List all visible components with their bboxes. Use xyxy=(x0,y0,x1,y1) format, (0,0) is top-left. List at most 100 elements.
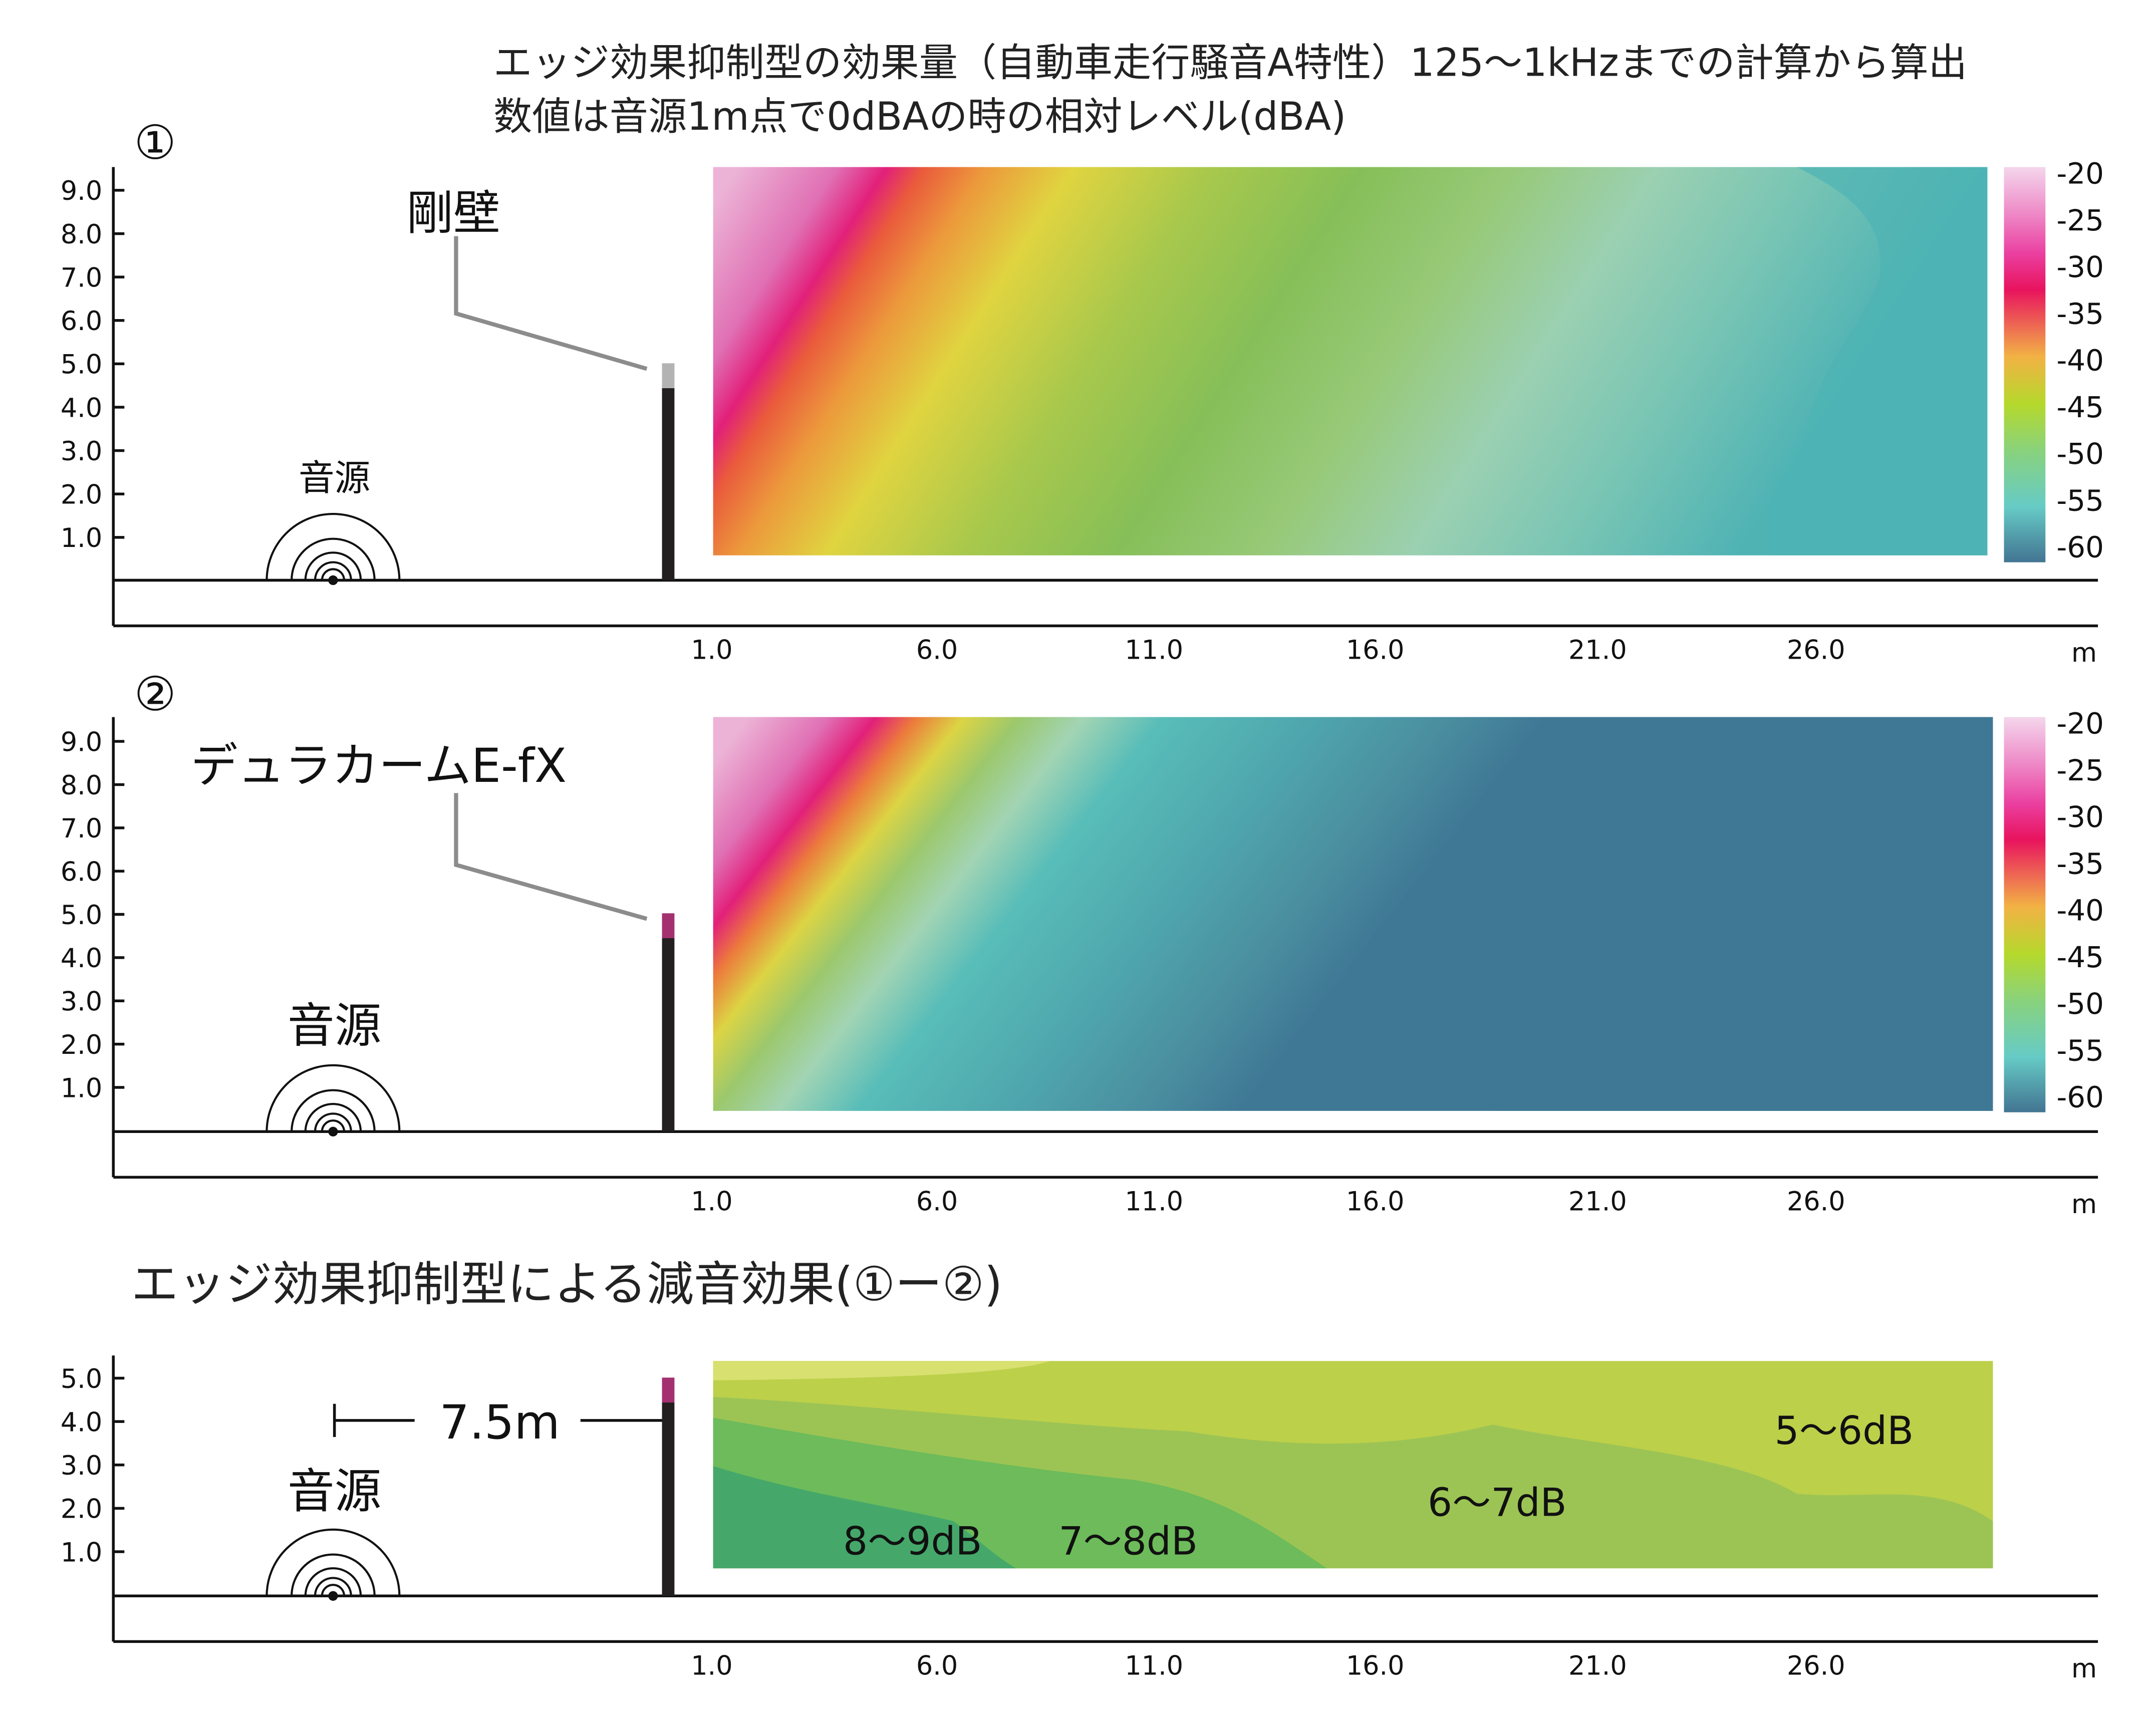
x-tick-label: 16.0 xyxy=(1346,1651,1405,1681)
y-tick-label: 6.0 xyxy=(61,857,102,888)
y-tick-label: 2.0 xyxy=(61,480,102,510)
y-tick-label: 3.0 xyxy=(61,1451,102,1481)
x-tick-label: 21.0 xyxy=(1568,635,1627,666)
y-tick-label: 9.0 xyxy=(61,727,102,757)
sound-source-wave-icon xyxy=(321,1584,346,1596)
y-tick-label: 7.0 xyxy=(61,813,102,844)
y-tick-label: 6.0 xyxy=(61,306,102,337)
sound-source-label: 音源 xyxy=(299,457,370,499)
y-tick-label: 1.0 xyxy=(61,523,102,553)
panel-marker: ② xyxy=(134,667,176,722)
sound-source-wave-icon xyxy=(314,561,352,581)
y-tick-label: 8.0 xyxy=(61,770,102,801)
region-top xyxy=(713,1361,1050,1380)
colorbar-tick-label: -25 xyxy=(2056,203,2104,237)
y-tick-label: 1.0 xyxy=(61,1537,102,1568)
colorbar-tick-label: -55 xyxy=(2056,1033,2104,1067)
y-tick-label: 4.0 xyxy=(61,1407,102,1438)
sound-source-icon xyxy=(328,575,338,586)
panel-marker: ① xyxy=(134,116,176,170)
sound-source-wave-icon xyxy=(321,1119,346,1132)
x-tick-label: 21.0 xyxy=(1568,1187,1627,1217)
colorbar-tick-label: -50 xyxy=(2056,987,2104,1021)
sound-source-wave-icon xyxy=(265,512,401,581)
y-tick-label: 2.0 xyxy=(61,1030,102,1060)
y-tick-label: 3.0 xyxy=(61,436,102,467)
leader-line xyxy=(454,236,648,371)
panel-2: ② デュラカームE-fX xyxy=(134,667,2046,1112)
x-tick-label: 26.0 xyxy=(1787,635,1845,666)
region-label: 8～9dB xyxy=(843,1519,982,1564)
panel-1: ① 剛壁 xyxy=(134,116,2046,562)
sound-source-wave-icon xyxy=(304,1567,362,1596)
x-tick-label: 1.0 xyxy=(691,1651,732,1681)
sound-source-wave-icon xyxy=(291,1553,376,1596)
x-tick-label: 21.0 xyxy=(1568,1651,1627,1681)
colorbar-tick-label: -35 xyxy=(2056,297,2104,331)
contour-region xyxy=(1766,167,1988,555)
colorbar-tick-label: -30 xyxy=(2056,800,2104,834)
x-tick-label: 11.0 xyxy=(1125,1187,1183,1217)
leader-line xyxy=(454,793,648,921)
colorbar-tick-label: -20 xyxy=(2056,157,2104,191)
wall-label: 剛壁 xyxy=(406,186,500,241)
colorbar-tick-label: -45 xyxy=(2056,940,2104,974)
y-tick-label: 5.0 xyxy=(61,900,102,931)
x-axis-unit: m xyxy=(2071,638,2097,668)
x-tick-label: 16.0 xyxy=(1346,635,1405,666)
x-tick-label: 6.0 xyxy=(916,1651,958,1681)
barrier-cap xyxy=(662,363,675,388)
x-axis-unit: m xyxy=(2071,1653,2097,1684)
colorbar-1 xyxy=(2004,167,2046,562)
title-line-1: エッジ効果抑制型の効果量（自動車走行騒音A特性）125～1kHzまでの計算から算… xyxy=(493,40,1967,85)
x-tick-label: 11.0 xyxy=(1125,635,1183,666)
x-tick-label: 16.0 xyxy=(1346,1187,1405,1217)
sound-source-wave-icon xyxy=(291,1089,376,1132)
y-tick-label: 7.0 xyxy=(61,262,102,293)
colorbar-tick-label: -25 xyxy=(2056,753,2104,787)
sound-source-wave-icon xyxy=(304,1103,362,1132)
x-tick-label: 26.0 xyxy=(1787,1651,1845,1681)
distance-label: 7.5m xyxy=(439,1395,560,1450)
x-tick-label: 11.0 xyxy=(1125,1651,1183,1681)
sound-source-wave-icon xyxy=(314,1112,352,1132)
colorbar-tick-label: -60 xyxy=(2056,530,2104,564)
x-tick-label: 6.0 xyxy=(916,1187,958,1217)
sound-source-label: 音源 xyxy=(288,1465,382,1519)
colorbar-tick-label: -50 xyxy=(2056,437,2104,471)
sound-source-wave-icon xyxy=(314,1577,352,1596)
title-line-2: 数値は音源1m点で0dBAの時の相対レベル(dBA) xyxy=(493,94,1346,139)
sound-source-wave-icon xyxy=(265,1064,401,1132)
region-label: 5～6dB xyxy=(1775,1408,1914,1454)
colorbar-tick-label: -55 xyxy=(2056,483,2104,517)
barrier-cap xyxy=(662,913,675,939)
wall-label: デュラカームE-fX xyxy=(191,739,567,793)
sound-source-wave-icon xyxy=(291,537,376,581)
barrier-wall xyxy=(662,388,675,581)
sound-source-wave-icon xyxy=(321,568,346,581)
x-axis-unit: m xyxy=(2071,1189,2097,1220)
y-tick-label: 4.0 xyxy=(61,393,102,423)
sound-source-icon xyxy=(328,1591,338,1601)
contour-region xyxy=(1492,775,1993,1111)
x-tick-label: 1.0 xyxy=(691,635,732,666)
sound-source-wave-icon xyxy=(265,1528,401,1596)
colorbar-tick-label: -35 xyxy=(2056,846,2104,881)
colorbar-tick-label: -60 xyxy=(2056,1080,2104,1114)
barrier-wall xyxy=(662,938,675,1132)
y-tick-label: 8.0 xyxy=(61,219,102,250)
y-tick-label: 4.0 xyxy=(61,943,102,974)
y-tick-label: 5.0 xyxy=(61,350,102,380)
colorbar-tick-label: -45 xyxy=(2056,390,2104,424)
x-tick-label: 26.0 xyxy=(1787,1187,1845,1217)
y-tick-label: 3.0 xyxy=(61,987,102,1017)
difference-title: エッジ効果抑制型による減音効果(①ー②) xyxy=(131,1257,1002,1312)
colorbar-tick-label: -40 xyxy=(2056,894,2104,928)
panel-3: エッジ効果抑制型による減音効果(①ー②) 8～9dB 7～8dB 6～7dB 5… xyxy=(131,1257,1993,1569)
colorbar-2 xyxy=(2004,717,2046,1112)
y-tick-label: 9.0 xyxy=(61,176,102,206)
sound-source-wave-icon xyxy=(304,551,362,581)
region-8-9db xyxy=(713,1466,1016,1569)
colorbar-tick-label: -30 xyxy=(2056,250,2104,284)
